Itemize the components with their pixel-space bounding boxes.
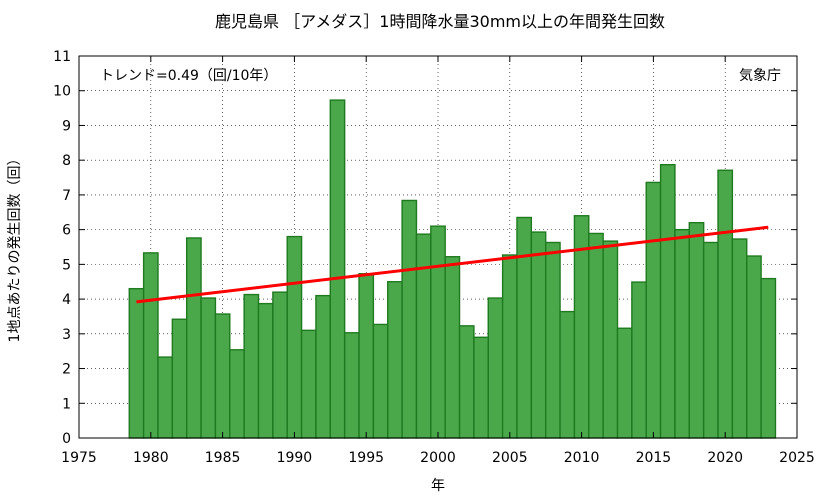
bar-2020 bbox=[717, 169, 734, 439]
x-tick-label: 2025 bbox=[779, 450, 815, 466]
y-tick-label: 1 bbox=[62, 396, 71, 412]
x-tick-label: 2005 bbox=[492, 450, 528, 466]
bar-1987 bbox=[243, 293, 260, 439]
bar-1996 bbox=[372, 323, 389, 439]
chart-title: 鹿児島県 ［アメダス］1時間降水量30mm以上の年間発生回数 bbox=[215, 12, 665, 31]
bar-2006 bbox=[516, 216, 533, 439]
bar-2018 bbox=[688, 221, 705, 439]
y-tick-label: 8 bbox=[62, 153, 71, 169]
bar-2000 bbox=[430, 225, 446, 439]
bar-2021 bbox=[731, 238, 748, 439]
bar-2011 bbox=[588, 232, 604, 439]
y-tick-label: 3 bbox=[62, 327, 71, 343]
bar-1990 bbox=[286, 235, 303, 439]
bar-2017 bbox=[674, 228, 691, 439]
bar-1989 bbox=[272, 291, 288, 439]
bar-1999 bbox=[415, 233, 432, 439]
x-tick-label: 2010 bbox=[564, 450, 600, 466]
bar-1997 bbox=[387, 281, 403, 439]
x-tick-label: 1975 bbox=[61, 450, 97, 466]
bar-1981 bbox=[157, 356, 174, 439]
bar-2023 bbox=[760, 277, 777, 439]
x-tick-label: 2020 bbox=[707, 450, 743, 466]
axis-ticks: 0 1 2 3 4 5 6 7 8 9 10 11 1975 1980 1985 1990 1995 2000 20… bbox=[53, 49, 815, 466]
y-tick-label: 4 bbox=[62, 292, 71, 308]
trend-line bbox=[136, 225, 769, 304]
bar-2009 bbox=[559, 310, 576, 439]
bar-1988 bbox=[257, 302, 274, 439]
bar-2012 bbox=[602, 240, 619, 439]
x-tick-label: 1980 bbox=[133, 450, 169, 466]
y-tick-label: 0 bbox=[62, 431, 71, 447]
bar-1979 bbox=[128, 287, 145, 439]
bar-1994 bbox=[343, 332, 360, 439]
x-tick-label: 1995 bbox=[348, 450, 384, 466]
y-tick-label: 5 bbox=[62, 257, 71, 273]
y-tick-label: 7 bbox=[62, 188, 71, 204]
y-axis-label: 1地点あたりの発生回数（回） bbox=[7, 152, 23, 343]
bar-1991 bbox=[300, 329, 317, 439]
bar-1983 bbox=[185, 237, 202, 439]
bar-2007 bbox=[530, 231, 547, 439]
bar-1980 bbox=[142, 252, 159, 439]
y-tick-label: 11 bbox=[53, 49, 71, 65]
bar-2005 bbox=[501, 254, 518, 439]
bar-2003 bbox=[473, 336, 489, 439]
bar-2004 bbox=[487, 297, 504, 439]
bar-2013 bbox=[616, 327, 633, 439]
bar-1986 bbox=[229, 349, 245, 439]
bar-1984 bbox=[200, 297, 217, 439]
bar-2008 bbox=[545, 241, 561, 439]
bar-1995 bbox=[358, 273, 375, 439]
bar-1998 bbox=[401, 199, 418, 439]
bar-1993 bbox=[329, 99, 346, 439]
x-tick-label: 2000 bbox=[420, 450, 456, 466]
trend-annotation: トレンド=0.49（回/10年） bbox=[100, 68, 277, 84]
bar-2015 bbox=[645, 181, 662, 439]
y-tick-label: 6 bbox=[62, 223, 71, 239]
bar-2001 bbox=[444, 256, 461, 439]
x-axis-label: 年 bbox=[431, 478, 445, 494]
bar-1982 bbox=[171, 318, 188, 439]
bar-2016 bbox=[659, 163, 676, 439]
bar-2014 bbox=[631, 281, 647, 439]
trend-line-group bbox=[136, 225, 769, 304]
bar-2002 bbox=[458, 325, 475, 439]
x-tick-label: 1990 bbox=[277, 450, 313, 466]
bar-2022 bbox=[746, 255, 762, 439]
y-tick-label: 10 bbox=[53, 84, 71, 100]
bar-2019 bbox=[702, 241, 719, 439]
y-tick-label: 9 bbox=[62, 118, 71, 134]
x-tick-label: 2015 bbox=[636, 450, 672, 466]
source-annotation: 気象庁 bbox=[739, 68, 781, 84]
x-tick-label: 1985 bbox=[205, 450, 241, 466]
bars bbox=[128, 99, 777, 439]
bar-1985 bbox=[214, 313, 231, 439]
y-tick-label: 2 bbox=[62, 362, 71, 378]
bar-1992 bbox=[315, 294, 332, 439]
